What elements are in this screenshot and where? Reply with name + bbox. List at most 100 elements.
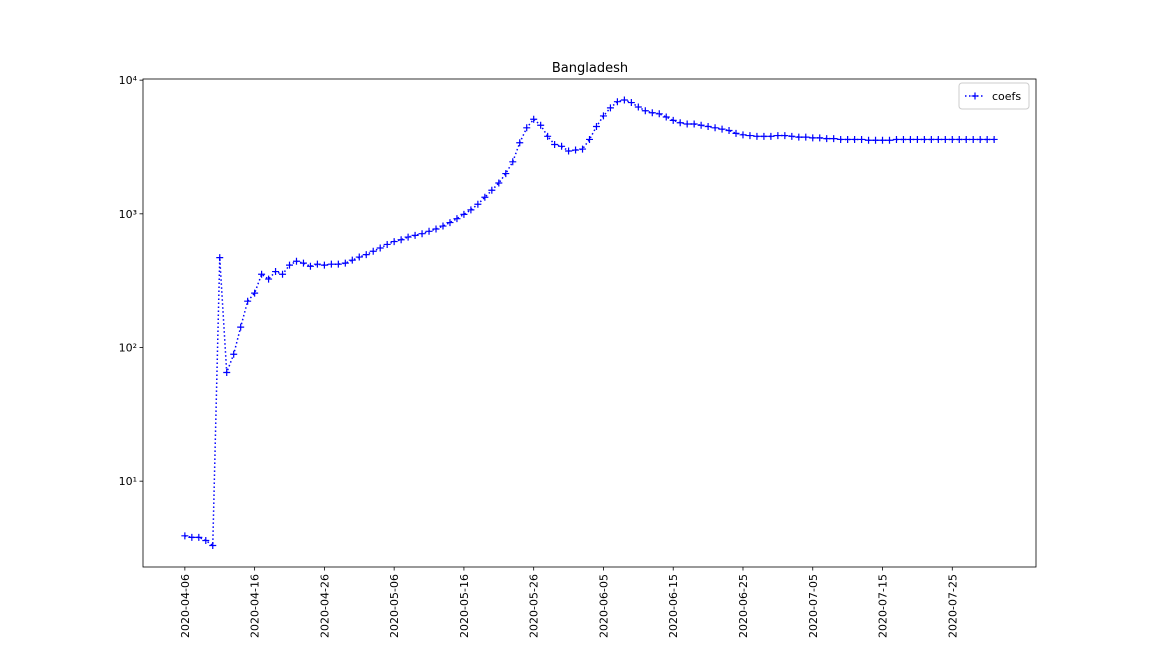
data-point (251, 289, 259, 297)
data-point (927, 135, 935, 143)
data-point (676, 119, 684, 127)
x-tick-label: 2020-04-06 (179, 574, 192, 638)
data-point (851, 135, 859, 143)
data-point (655, 110, 663, 118)
data-point (530, 115, 538, 123)
data-point (955, 135, 963, 143)
data-point (265, 275, 273, 283)
data-point (279, 270, 287, 278)
data-point (460, 210, 468, 218)
data-point (467, 206, 475, 214)
data-point (272, 268, 280, 276)
data-point (767, 132, 775, 140)
data-point (718, 125, 726, 133)
data-point (920, 135, 928, 143)
x-tick-label: 2020-06-05 (597, 574, 610, 638)
data-point (627, 99, 635, 107)
data-point (892, 135, 900, 143)
data-point (446, 219, 454, 227)
data-point (537, 121, 545, 129)
x-tick-label: 2020-05-26 (528, 574, 541, 638)
data-point (334, 260, 342, 268)
data-point (885, 136, 893, 144)
data-point (858, 135, 866, 143)
x-tick-label: 2020-05-06 (388, 574, 401, 638)
data-point (788, 132, 796, 140)
data-point (202, 536, 210, 544)
data-point (809, 134, 817, 142)
data-point (216, 254, 224, 262)
data-point (237, 323, 245, 331)
data-point (732, 129, 740, 137)
data-point (502, 170, 510, 178)
y-tick-label: 10³ (119, 208, 137, 221)
plot-frame (142, 78, 1037, 568)
data-point (795, 133, 803, 141)
x-tick-label: 2020-06-15 (667, 574, 680, 638)
data-point (313, 260, 321, 268)
data-point (641, 107, 649, 115)
data-point (669, 116, 677, 124)
data-point (941, 135, 949, 143)
data-point (390, 238, 398, 246)
data-point (969, 135, 977, 143)
y-tick-label: 10¹ (119, 475, 137, 488)
legend-marker (971, 92, 979, 100)
data-point (565, 147, 573, 155)
data-point (432, 225, 440, 233)
data-point (516, 139, 524, 147)
chart-title: Bangladesh (552, 61, 628, 76)
data-point (306, 262, 314, 270)
data-point (816, 134, 824, 142)
data-point (913, 135, 921, 143)
data-point (544, 132, 552, 140)
data-point (906, 135, 914, 143)
data-point (209, 542, 217, 550)
data-point (188, 533, 196, 541)
data-point (299, 259, 307, 267)
data-point (739, 131, 747, 139)
data-point (425, 227, 433, 235)
data-point (683, 120, 691, 128)
data-point (258, 270, 266, 278)
data-point (572, 146, 580, 154)
x-tick-label: 2020-04-16 (249, 574, 262, 638)
data-point (181, 532, 189, 540)
data-point (439, 222, 447, 230)
data-point (865, 136, 873, 144)
data-point (837, 135, 845, 143)
data-point (286, 261, 294, 269)
data-point (934, 135, 942, 143)
data-point (523, 124, 531, 132)
data-point (404, 233, 412, 241)
data-point (195, 533, 203, 541)
data-point (397, 236, 405, 244)
data-point (481, 193, 489, 201)
data-point (690, 120, 698, 128)
data-point (383, 240, 391, 248)
data-point (823, 135, 831, 143)
data-point (355, 253, 363, 261)
data-point (879, 136, 887, 144)
data-point (474, 200, 482, 208)
data-point (830, 135, 838, 143)
data-point (362, 251, 370, 259)
data-point (320, 261, 328, 269)
data-point (844, 135, 852, 143)
x-tick-label: 2020-07-15 (877, 574, 890, 638)
data-point (453, 215, 461, 223)
legend-label: coefs (992, 90, 1021, 103)
data-point (976, 135, 984, 143)
data-point (613, 98, 621, 106)
data-point (760, 132, 768, 140)
data-point (411, 231, 419, 239)
data-point (781, 132, 789, 140)
data-point (697, 121, 705, 129)
y-tick-label: 10² (119, 341, 137, 354)
data-point (725, 127, 733, 135)
data-point (558, 142, 566, 150)
data-point (711, 124, 719, 132)
data-point (418, 230, 426, 238)
data-point (509, 158, 517, 166)
data-point (369, 247, 377, 255)
